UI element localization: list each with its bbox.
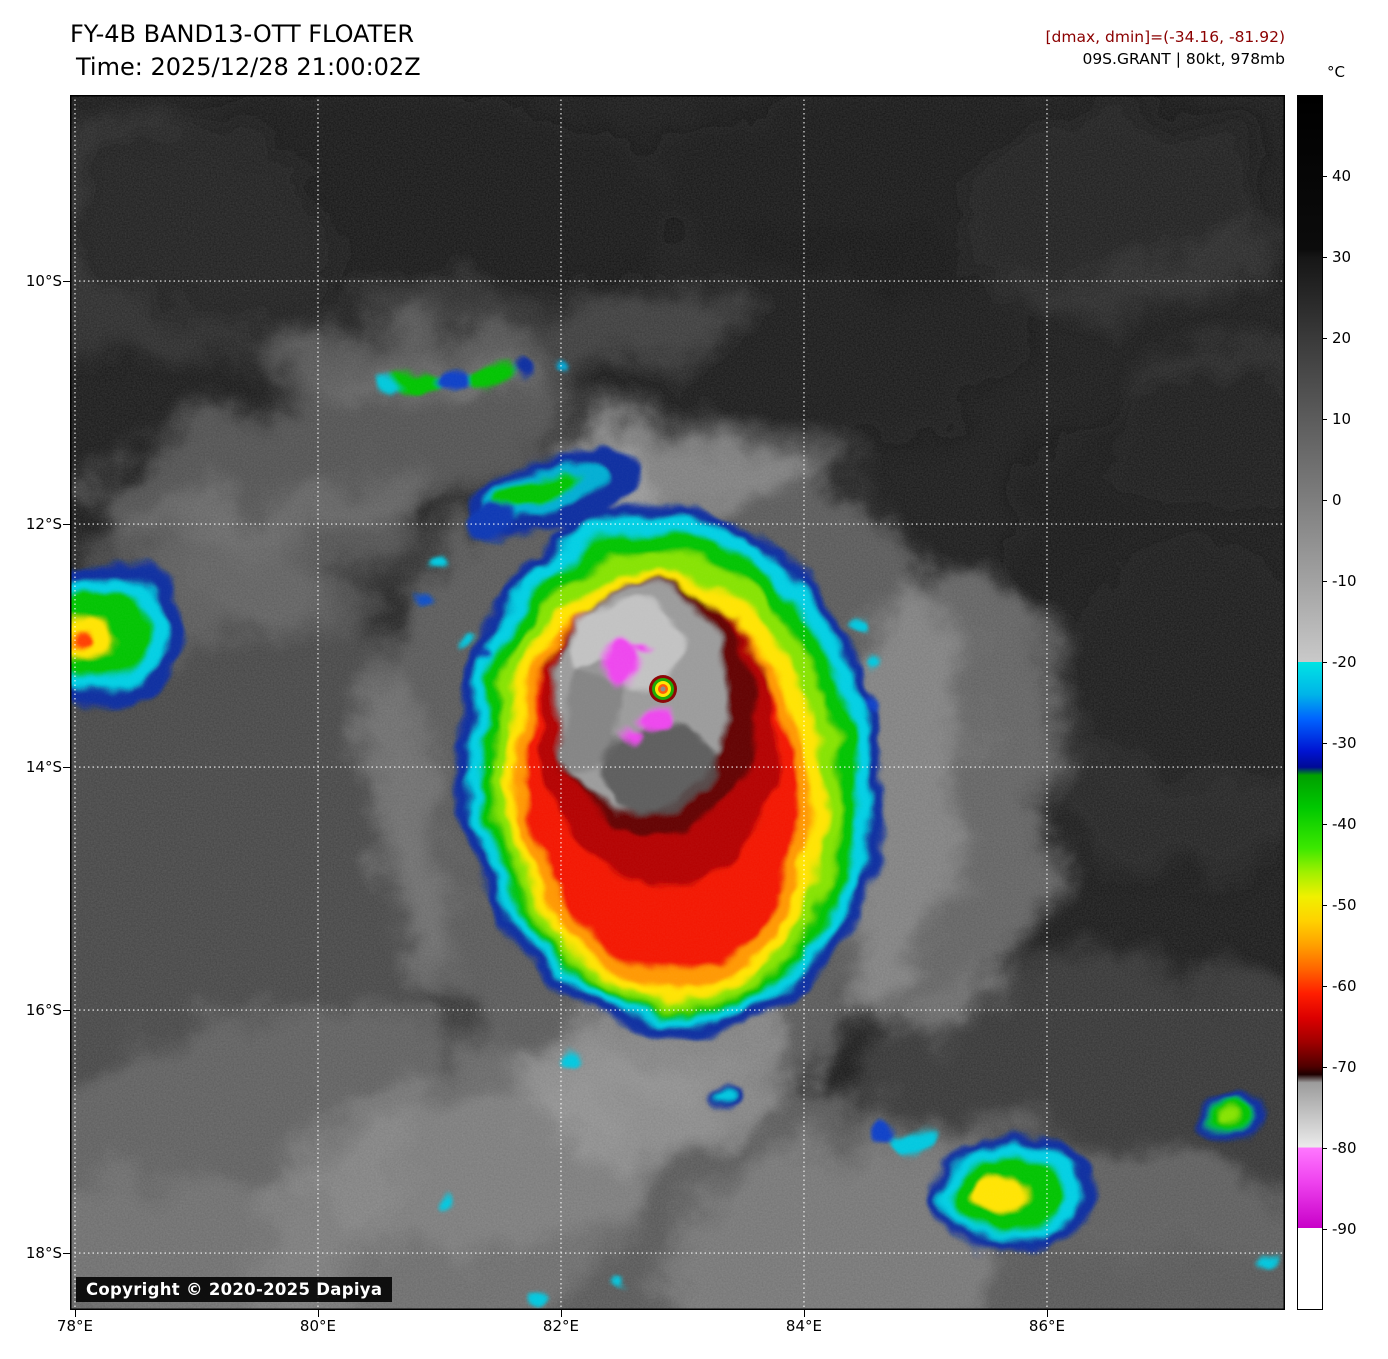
timestamp: Time: 2025/12/28 21:00:02Z <box>76 53 421 81</box>
colorbar-tick-label: -30 <box>1332 734 1357 752</box>
colorbar-tick-mark <box>1323 419 1327 420</box>
colorbar-tick-label: -80 <box>1332 1139 1357 1157</box>
colorbar-tick-label: -90 <box>1332 1220 1357 1238</box>
lon-tick-mark <box>803 1310 805 1317</box>
lat-tick-label: 14°S <box>25 758 62 777</box>
lon-tick-label: 80°E <box>299 1317 337 1335</box>
colorbar-tick-label: -70 <box>1332 1058 1357 1076</box>
copyright-label: Copyright © 2020-2025 Dapiya <box>76 1277 393 1302</box>
lon-tick-mark <box>317 1310 319 1317</box>
colorbar-tick-mark <box>1323 1067 1327 1068</box>
lat-tick-mark <box>63 1253 70 1255</box>
colorbar-tick-label: 30 <box>1332 248 1352 266</box>
colorbar-tick-mark <box>1323 986 1327 987</box>
colorbar-tick-label: -20 <box>1332 653 1357 671</box>
lon-tick-label: 84°E <box>785 1317 823 1335</box>
storm-info: 09S.GRANT | 80kt, 978mb <box>1082 50 1285 68</box>
colorbar-tick-label: -60 <box>1332 977 1357 995</box>
lat-tick-label: 10°S <box>25 272 62 291</box>
colorbar-tick-mark <box>1323 338 1327 339</box>
lon-tick-label: 78°E <box>56 1317 94 1335</box>
temperature-colorbar <box>1297 95 1323 1310</box>
colorbar-tick-mark <box>1323 1229 1327 1230</box>
colorbar-tick-mark <box>1323 581 1327 582</box>
lon-tick-mark <box>560 1310 562 1317</box>
product-title: FY-4B BAND13-OTT FLOATER <box>70 20 415 48</box>
colorbar-tick-mark <box>1323 500 1327 501</box>
lat-tick-label: 18°S <box>25 1244 62 1263</box>
lat-tick-mark <box>63 524 70 526</box>
colorbar-tick-mark <box>1323 257 1327 258</box>
lat-tick-label: 16°S <box>25 1001 62 1020</box>
colorbar-tick-mark <box>1323 824 1327 825</box>
lon-tick-mark <box>1046 1310 1048 1317</box>
colorbar-tick-label: 0 <box>1332 491 1342 509</box>
lat-tick-mark <box>63 767 70 769</box>
lat-tick-mark <box>63 281 70 283</box>
colorbar-tick-label: 10 <box>1332 410 1352 428</box>
colorbar-tick-label: -50 <box>1332 896 1357 914</box>
lon-tick-label: 82°E <box>542 1317 580 1335</box>
colorbar-tick-label: -40 <box>1332 815 1357 833</box>
colorbar-tick-label: -10 <box>1332 572 1357 590</box>
colorbar-tick-mark <box>1323 743 1327 744</box>
colorbar-tick-mark <box>1323 662 1327 663</box>
colorbar-tick-mark <box>1323 176 1327 177</box>
satellite-image <box>70 95 1285 1310</box>
satellite-map: Copyright © 2020-2025 Dapiya <box>70 95 1285 1310</box>
colorbar-tick-mark <box>1323 1148 1327 1149</box>
colorbar-tick-mark <box>1323 905 1327 906</box>
noise-texture-overlay <box>70 95 1285 1310</box>
lon-tick-label: 86°E <box>1028 1317 1066 1335</box>
colorbar-tick-label: 40 <box>1332 167 1352 185</box>
lon-tick-mark <box>74 1310 76 1317</box>
dmax-dmin-readout: [dmax, dmin]=(-34.16, -81.92) <box>1045 28 1286 46</box>
header-right-block: [dmax, dmin]=(-34.16, -81.92) 09S.GRANT … <box>1046 26 1286 70</box>
colorbar-unit-label: °C <box>1327 63 1345 81</box>
colorbar-tick-label: 20 <box>1332 329 1352 347</box>
lat-tick-mark <box>63 1010 70 1012</box>
lat-tick-label: 12°S <box>25 515 62 534</box>
map-border <box>70 95 1285 1310</box>
latlon-gridlines <box>70 95 1285 1310</box>
